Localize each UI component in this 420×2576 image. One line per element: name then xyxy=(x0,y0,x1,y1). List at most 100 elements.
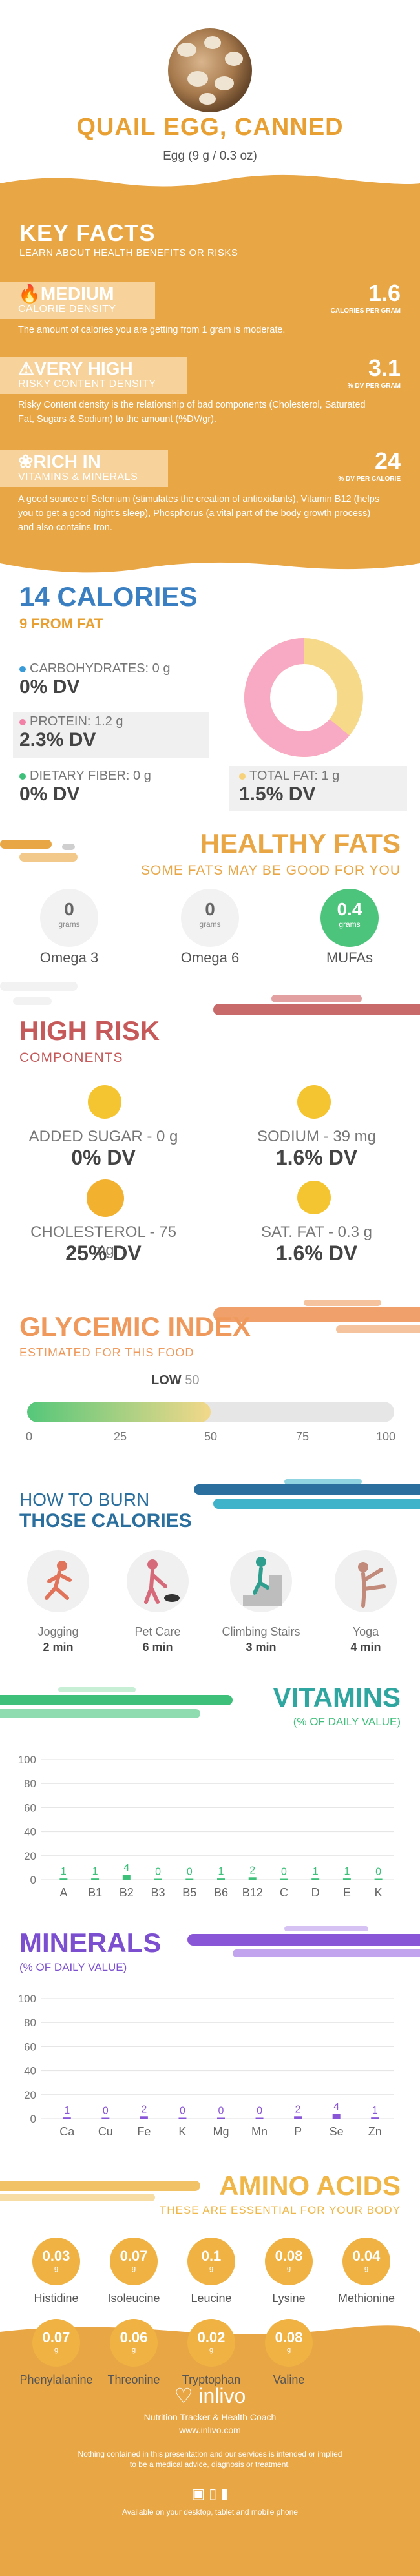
vitamin-bar-e xyxy=(342,1878,351,1880)
amino-histidine-label: Histidine xyxy=(34,2292,79,2305)
vitamin-x-label: B6 xyxy=(214,1886,228,1899)
protein-row-bg xyxy=(13,712,209,758)
fat-dot xyxy=(239,773,246,780)
minerals-title: MINERALS xyxy=(19,1927,162,1958)
vitamin-bar-b1 xyxy=(91,1878,100,1880)
gi-tick: 100 xyxy=(376,1430,396,1443)
yoga-label: Yoga xyxy=(352,1625,379,1638)
footer-brand: ♡ inlivo xyxy=(174,2384,246,2407)
mineral-value-label: 2 xyxy=(295,2104,301,2115)
fiber-dot xyxy=(19,773,26,780)
minerals-decor xyxy=(187,1926,420,1957)
calories-donut-chart xyxy=(244,638,363,757)
mineral-bar-fe xyxy=(140,2116,148,2119)
y-tick-label: 20 xyxy=(24,2089,36,2101)
vitamin-x-label: B3 xyxy=(151,1886,165,1899)
amino-valine-label: Valine xyxy=(273,2373,305,2386)
vitamin-value-label: 0 xyxy=(281,1867,287,1878)
vitamin-x-label: B2 xyxy=(120,1886,134,1899)
mineral-bar-se xyxy=(332,2114,341,2119)
vitamin-bar-b3 xyxy=(154,1878,162,1880)
vitamin-value-label: 1 xyxy=(92,1866,98,1877)
footer-disclaimer-1: Nothing contained in this presentation a… xyxy=(78,2449,342,2458)
glycemic-subtitle: ESTIMATED FOR THIS FOOD xyxy=(19,1346,194,1359)
mineral-bar-p xyxy=(294,2116,302,2119)
vitamin-x-label: B1 xyxy=(88,1886,102,1899)
vitamin-bar-b12 xyxy=(248,1877,257,1880)
calorie-density-value: 1.6 xyxy=(368,280,401,306)
amino-methionine-label: Methionine xyxy=(337,2292,395,2305)
minerals-subtitle: (% OF DAILY VALUE) xyxy=(19,1961,127,1973)
y-tick-label: 100 xyxy=(18,1993,36,2005)
glycemic-reading: LOW 50 xyxy=(151,1373,199,1388)
mufas-circle: 0.4 grams xyxy=(320,889,379,947)
vitamin-value-label: 1 xyxy=(344,1866,350,1877)
risky-density-level: ⚠VERY HIGH xyxy=(18,358,133,379)
vitamins-minerals-unit: % DV PER CALORIE xyxy=(338,475,401,483)
yoga-time: 4 min xyxy=(350,1641,381,1654)
vitamins-decor xyxy=(0,1687,233,1718)
protein-item: PROTEIN: 1.2 g 2.3% DV xyxy=(19,714,123,751)
vitamin-x-label: D xyxy=(311,1886,320,1899)
vitamins-bar-chart: 100 80 60 40 20 0 1 A 1 B1 4 B2 0 B3 0 B5 1 B6 2 B12 0 C 1 D 1 E 0… xyxy=(18,1754,394,1899)
risky-density-desc: Risky Content density is the relationshi… xyxy=(18,400,366,424)
amino-value: 0.04 xyxy=(352,2248,381,2264)
high-risk-decor xyxy=(0,982,420,1015)
amino-isoleucine-circle: 0.07 g xyxy=(110,2238,158,2285)
amino-tryptophan-circle: 0.02 g xyxy=(187,2319,235,2367)
mineral-bar-mn xyxy=(255,2117,264,2119)
footer-brand-block: ♡ inlivo Nutrition Tracker & Health Coac… xyxy=(0,2384,420,2517)
healthy-fats-title: HEALTHY FATS xyxy=(200,828,401,858)
healthy-fats-subtitle: SOME FATS MAY BE GOOD FOR YOU xyxy=(140,863,401,878)
omega3-circle: 0 grams xyxy=(40,889,98,947)
burn-decor xyxy=(194,1479,420,1509)
amino-unit: g xyxy=(131,2265,136,2272)
amino-value: 0.08 xyxy=(275,2329,303,2345)
amino-leucine-circle: 0.1 g xyxy=(187,2238,235,2285)
y-tick-label: 80 xyxy=(24,2017,36,2029)
footer-url[interactable]: www.inlivo.com xyxy=(179,2425,241,2435)
vitamin-bar-k xyxy=(374,1878,383,1880)
carbohydrates-dot xyxy=(19,665,26,672)
cholesterol-label: CHOLESTEROL - 75 mg xyxy=(30,1223,176,1259)
glycemic-decor xyxy=(213,1300,420,1333)
y-tick-label: 80 xyxy=(24,1778,36,1790)
amino-decor xyxy=(0,2181,200,2201)
amino-value: 0.02 xyxy=(197,2329,226,2345)
mineral-x-label: K xyxy=(178,2125,186,2138)
added-sugar-dv: 0% DV xyxy=(71,1146,136,1169)
climbing-stairs-label: Climbing Stairs xyxy=(222,1625,300,1638)
mineral-value-label: 0 xyxy=(180,2106,185,2117)
omega3-label: Omega 3 xyxy=(39,950,99,966)
mineral-value-label: 1 xyxy=(372,2105,378,2116)
vitamin-value-label: 4 xyxy=(123,1863,129,1874)
key-facts-subtitle: LEARN ABOUT HEALTH BENEFITS OR RISKS xyxy=(19,247,238,258)
added-sugar-label: ADDED SUGAR - 0 g xyxy=(28,1128,178,1145)
amino-phenylalanine-label: Phenylalanine xyxy=(19,2373,93,2386)
amino-threonine-label: Threonine xyxy=(107,2373,160,2386)
smiley-icon xyxy=(297,1181,331,1214)
warning-icon: ⚠ xyxy=(18,358,35,379)
calorie-density-unit: CALORIES PER GRAM xyxy=(330,307,401,315)
calories-title: 14 CALORIES xyxy=(19,581,198,612)
amino-threonine-circle: 0.06 g xyxy=(110,2319,158,2367)
footer-availability: Available on your desktop, tablet and mo… xyxy=(122,2508,298,2517)
gi-tick: 0 xyxy=(26,1430,33,1443)
glycemic-level: LOW xyxy=(151,1373,182,1387)
amino-valine-circle: 0.08 g xyxy=(265,2319,313,2367)
burn-title-1: HOW TO BURN xyxy=(19,1490,150,1510)
serving-size: Egg (9 g / 0.3 oz) xyxy=(163,149,257,163)
y-tick-label: 20 xyxy=(24,1850,36,1862)
flame-icon: 🔥 xyxy=(18,284,41,304)
y-tick-label: 40 xyxy=(24,1826,36,1838)
vitamin-value-label: 0 xyxy=(155,1867,161,1878)
vitamin-bar-b6 xyxy=(217,1878,225,1880)
vitamin-x-label: E xyxy=(343,1886,351,1899)
y-tick-label: 40 xyxy=(24,2065,36,2077)
key-facts-wave-bottom xyxy=(0,557,420,573)
calorie-density-label: CALORIE DENSITY xyxy=(18,304,116,315)
vitamin-bar-c xyxy=(280,1878,288,1880)
mineral-x-label: Ca xyxy=(59,2125,75,2138)
vitamin-value-label: 2 xyxy=(249,1865,255,1876)
calorie-density-band xyxy=(0,282,155,319)
